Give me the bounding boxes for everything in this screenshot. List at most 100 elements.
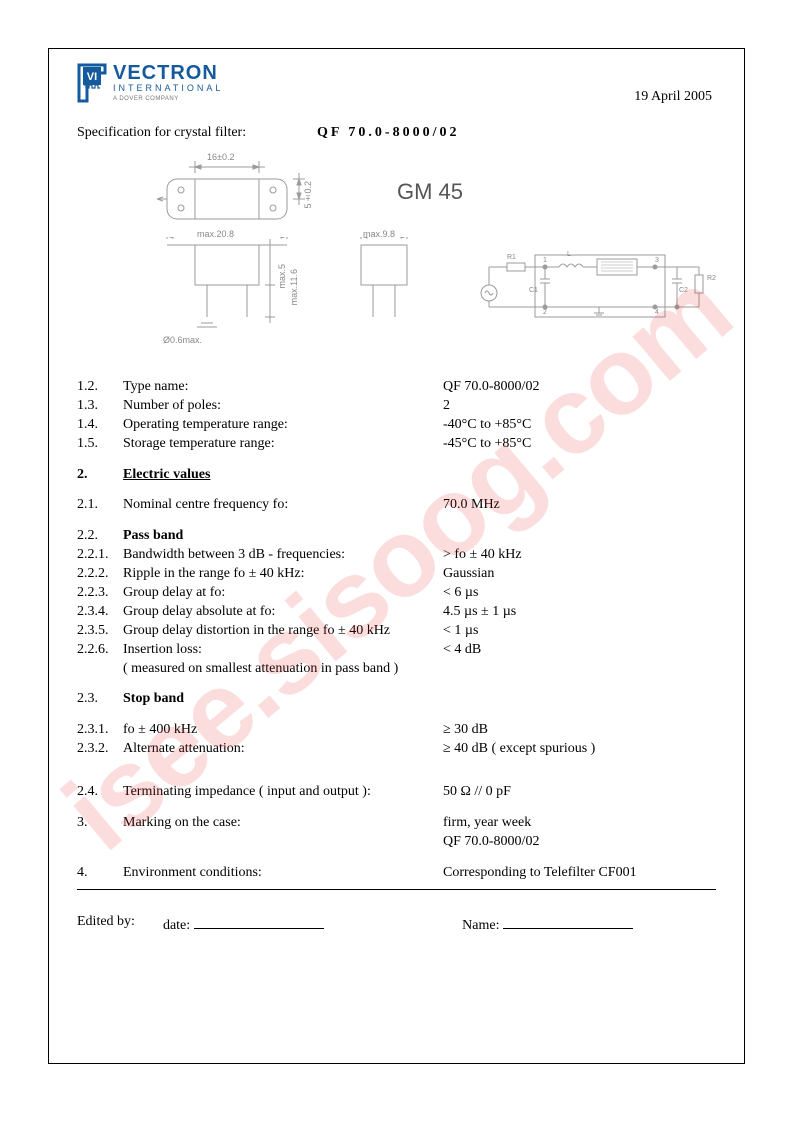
dim-label: max.9.8 (363, 229, 395, 239)
dim-label: max.5 (277, 264, 287, 289)
row-value: QF 70.0-8000/02 (443, 833, 716, 852)
schematic-label: 2 (543, 309, 547, 316)
row-value: Corresponding to Telefilter CF001 (443, 864, 716, 883)
row-value: < 1 µs (443, 622, 716, 641)
row-num: 3. (77, 814, 123, 833)
dim-label: max.20.8 (197, 229, 234, 239)
spec-title-label: Specification for crystal filter: (77, 125, 317, 141)
row-value: firm, year week (443, 814, 716, 833)
footer-edited: Edited by: (77, 914, 135, 934)
spec-row: 1.2.Type name:QF 70.0-8000/02 (77, 378, 716, 397)
row-value: ≥ 40 dB ( except spurious ) (443, 740, 716, 759)
row-num: 2.2.1. (77, 546, 123, 565)
spec-row: 1.3.Number of poles:2 (77, 397, 716, 416)
spec-row: 2.2.3.Group delay at fo:< 6 µs (77, 584, 716, 603)
row-num: 2. (77, 466, 123, 485)
row-value: -45°C to +85°C (443, 435, 716, 454)
row-num: 1.2. (77, 378, 123, 397)
row-num: 2.3.5. (77, 622, 123, 641)
row-label: Ripple in the range fo ± 40 kHz: (123, 565, 443, 584)
section-2-2-head: 2.2. Pass band (77, 527, 716, 546)
row-value: > fo ± 40 kHz (443, 546, 716, 565)
row-label: Type name: (123, 378, 443, 397)
footer-date: date: (163, 914, 324, 934)
package-top-view-icon (157, 157, 307, 227)
row-value: 70.0 MHz (443, 496, 716, 515)
section-heading: Pass band (123, 527, 443, 546)
row-value: -40°C to +85°C (443, 416, 716, 435)
row-label: Marking on the case: (123, 814, 443, 833)
row-value: < 6 µs (443, 584, 716, 603)
footer-label: Edited by: (77, 914, 135, 930)
spec-row: 2.2.1.Bandwidth between 3 dB - frequenci… (77, 546, 716, 565)
row-num: 2.3.1. (77, 721, 123, 740)
spec-row: 2.4.Terminating impedance ( input and ou… (77, 783, 716, 802)
row-label: Alternate attenuation: (123, 740, 443, 759)
dim-label: 16±0.2 (207, 152, 234, 162)
package-side-view-icon (157, 237, 307, 347)
dim-label: max.11.6 (289, 269, 299, 305)
row-label: Number of poles: (123, 397, 443, 416)
spec-row: 3.Marking on the case:firm, year week (77, 814, 716, 833)
schematic-label: L (567, 251, 571, 258)
row-label (123, 833, 443, 852)
row-label: fo ± 400 kHz (123, 721, 443, 740)
row-num: 2.1. (77, 496, 123, 515)
row-num: 4. (77, 864, 123, 883)
page-border: VI VECTRON INTERNATIONAL A DOVER COMPANY… (48, 48, 745, 1064)
row-num: 2.3.2. (77, 740, 123, 759)
logo-mark-icon: VI (77, 63, 107, 97)
row-num: 2.3. (77, 690, 123, 709)
spec-row: 2.3.5.Group delay distortion in the rang… (77, 622, 716, 641)
section-2-head: 2. Electric values (77, 466, 716, 485)
row-value: 2 (443, 397, 716, 416)
diagram-title: GM 45 (397, 179, 463, 205)
section-1: 1.2.Type name:QF 70.0-8000/02 1.3.Number… (77, 378, 716, 454)
spec-row: QF 70.0-8000/02 (77, 833, 716, 852)
schematic-label: 3 (655, 257, 659, 264)
row-label: Nominal centre frequency fo: (123, 496, 443, 515)
row-label: Group delay absolute at fo: (123, 603, 443, 622)
row-value (443, 660, 716, 679)
document-date: 19 April 2005 (634, 89, 712, 105)
spec-row: 2.3.4.Group delay absolute at fo:4.5 µs … (77, 603, 716, 622)
spec-title-value: QF 70.0-8000/02 (317, 125, 459, 141)
row-value: < 4 dB (443, 641, 716, 660)
row-label: Terminating impedance ( input and output… (123, 783, 443, 802)
spec-row: 2.3.1.fo ± 400 kHz≥ 30 dB (77, 721, 716, 740)
spec-row: 1.5.Storage temperature range:-45°C to +… (77, 435, 716, 454)
spec-row: 2.1.Nominal centre frequency fo:70.0 MHz (77, 496, 716, 515)
row-value: ≥ 30 dB (443, 721, 716, 740)
schematic-label: 4 (655, 309, 659, 316)
row-label: Operating temperature range: (123, 416, 443, 435)
spec-row: 1.4.Operating temperature range:-40°C to… (77, 416, 716, 435)
spec-row: 2.3.2.Alternate attenuation:≥ 40 dB ( ex… (77, 740, 716, 759)
spec-row: 2.2.2.Ripple in the range fo ± 40 kHz:Ga… (77, 565, 716, 584)
footer-label: date: (163, 918, 190, 934)
dim-label: Ø0.6max. (163, 335, 202, 345)
schematic-label: R1 (507, 254, 516, 261)
section-heading: Electric values (123, 466, 443, 485)
row-num: 1.3. (77, 397, 123, 416)
row-num: 1.5. (77, 435, 123, 454)
schematic-label: R2 (707, 275, 716, 282)
dim-label: 5±0.2 (303, 181, 313, 209)
schematic-label: C1 (529, 287, 538, 294)
package-end-view-icon (347, 237, 427, 347)
row-value: 50 Ω // 0 pF (443, 783, 716, 802)
logo-dover: A DOVER COMPANY (113, 96, 223, 102)
footer-row: Edited by: date: Name: (77, 914, 716, 934)
row-value: Gaussian (443, 565, 716, 584)
row-num: 2.2.3. (77, 584, 123, 603)
row-num: 2.3.4. (77, 603, 123, 622)
row-num: 2.2.2. (77, 565, 123, 584)
footer-label: Name: (462, 918, 499, 934)
row-label: Insertion loss: (123, 641, 443, 660)
row-num: 2.2.6. (77, 641, 123, 660)
schematic-label: 1 (543, 257, 547, 264)
row-label: ( measured on smallest attenuation in pa… (123, 660, 443, 679)
circuit-schematic-icon (477, 249, 717, 339)
footer-blank (194, 914, 324, 929)
svg-text:VI: VI (87, 71, 97, 83)
row-label: Group delay at fo: (123, 584, 443, 603)
